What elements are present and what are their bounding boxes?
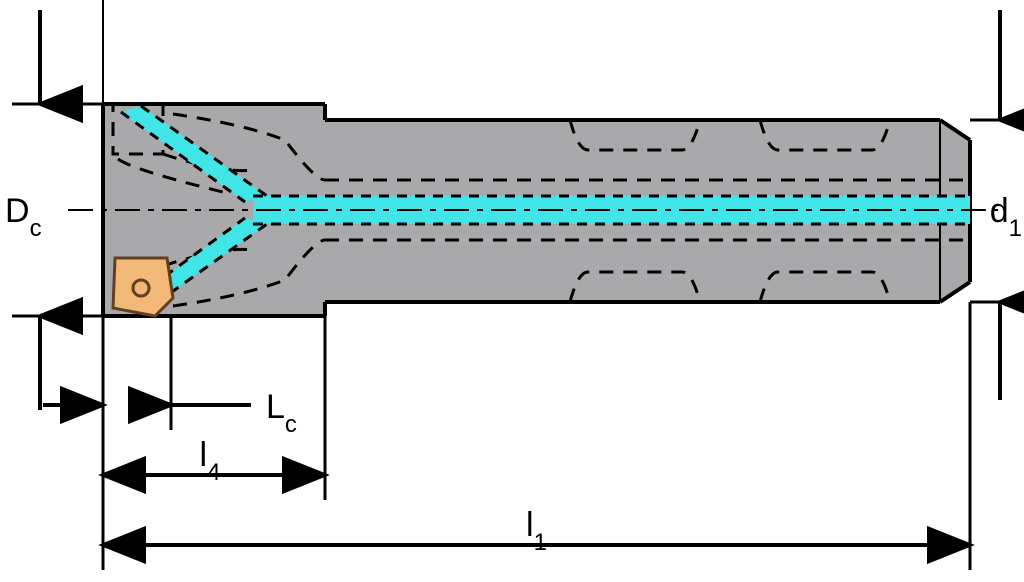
insert — [113, 258, 173, 316]
tool-body — [68, 104, 998, 316]
dim-label-l1: l1 — [526, 506, 547, 556]
tool-drawing: Dc d1 Lc l4 l1 — [0, 0, 1024, 582]
dim-label-l4: l4 — [200, 436, 221, 486]
dim-label-Dc: Dc — [5, 192, 42, 242]
dim-label-Lc: Lc — [266, 388, 297, 438]
dim-label-d1: d1 — [990, 192, 1022, 242]
